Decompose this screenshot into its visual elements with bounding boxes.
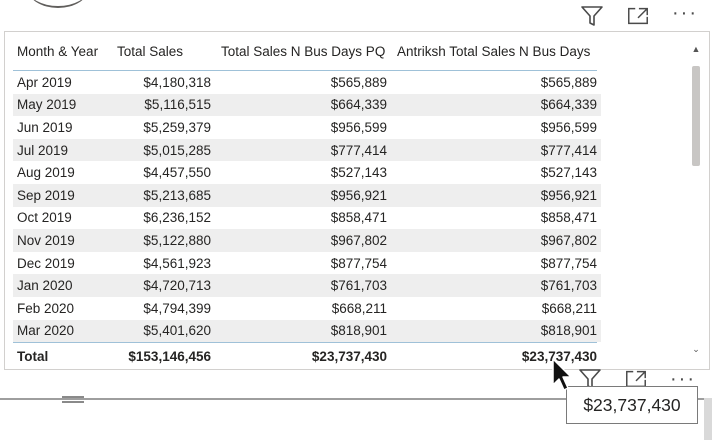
total-sales-cell: $4,457,550 <box>143 165 211 181</box>
table-row[interactable]: Jul 2019 $5,015,285 $777,414 $777,414 <box>13 138 601 162</box>
antriksh-total-sales-n-bus-days-cell: $664,339 <box>540 97 597 113</box>
total-sales-cell: $6,236,152 <box>143 210 211 226</box>
table-row[interactable]: Mar 2020 $5,401,620 $818,901 $818,901 <box>13 319 601 343</box>
column-header-total-sales[interactable]: Total Sales <box>117 43 184 59</box>
table-row[interactable]: Feb 2020 $4,794,399 $668,211 $668,211 <box>13 297 601 320</box>
total-sales-cell: $4,794,399 <box>143 300 211 316</box>
total-sales-n-bus-days-pq-cell: $818,901 <box>330 323 387 339</box>
canvas-edge <box>704 398 712 440</box>
table-row[interactable]: Aug 2019 $4,457,550 $527,143 $527,143 <box>13 161 601 184</box>
month-year-cell: Sep 2019 <box>17 187 75 203</box>
resize-handle-icon[interactable] <box>62 396 84 403</box>
antriksh-total-sales-n-bus-days-cell: $956,599 <box>540 119 597 135</box>
table-total-row: Total $153,146,456 $23,737,430 $23,737,4… <box>13 343 601 369</box>
table-header-row: Month & Year Total Sales Total Sales N B… <box>13 32 601 70</box>
month-year-cell: Mar 2020 <box>17 323 75 339</box>
more-options-icon[interactable]: ··· <box>670 368 696 390</box>
table-row[interactable]: Jun 2019 $5,259,379 $956,599 $956,599 <box>13 116 601 139</box>
antriksh-total-sales-n-bus-days-cell: $956,921 <box>540 187 597 203</box>
antriksh-total-sales-n-bus-days-cell: $777,414 <box>540 142 597 158</box>
table-row[interactable]: Nov 2019 $5,122,880 $967,802 $967,802 <box>13 229 601 252</box>
filter-icon[interactable] <box>580 5 604 27</box>
total-label: Total <box>17 348 49 364</box>
more-options-icon[interactable]: ··· <box>672 2 698 24</box>
data-table: Month & Year Total Sales Total Sales N B… <box>13 32 601 369</box>
month-year-cell: Jan 2020 <box>17 278 73 294</box>
month-year-cell: Jun 2019 <box>17 119 73 135</box>
total-sales-n-bus-days-pq-cell: $956,599 <box>330 119 387 135</box>
month-year-cell: May 2019 <box>17 97 77 113</box>
table-body: Apr 2019 $4,180,318 $565,889 $565,889 May 20… <box>13 71 601 343</box>
table-row[interactable]: May 2019 $5,116,515 $664,339 $664,339 <box>13 93 601 117</box>
antriksh-total-sales-n-bus-days-cell: $967,802 <box>540 232 597 248</box>
total-sales-n-bus-days-pq-cell: $858,471 <box>330 210 387 226</box>
total-sales-cell: $5,122,880 <box>143 232 211 248</box>
table-row[interactable]: Oct 2019 $6,236,152 $858,471 $858,471 <box>13 207 601 230</box>
total-sales-cell: $5,015,285 <box>143 142 211 158</box>
antriksh-total-sales-n-bus-days-cell: $858,471 <box>540 210 597 226</box>
total-sales-total: $153,146,456 <box>128 348 211 364</box>
total-sales-n-bus-days-pq-cell: $777,414 <box>330 142 387 158</box>
total-sales-cell: $5,116,515 <box>144 97 211 113</box>
total-sales-cell: $5,401,620 <box>143 323 211 339</box>
antriksh-total-sales-n-bus-days-total[interactable]: $23,737,430 <box>521 348 597 364</box>
value-tooltip: $23,737,430 <box>566 386 698 424</box>
total-divider <box>13 342 597 344</box>
antriksh-total-sales-n-bus-days-cell: $818,901 <box>540 323 597 339</box>
scroll-up-icon[interactable]: ▲ <box>691 44 701 54</box>
column-header-month-year[interactable]: Month & Year <box>17 43 99 59</box>
month-year-cell: Jul 2019 <box>17 142 69 158</box>
antriksh-total-sales-n-bus-days-cell: $668,211 <box>541 300 597 316</box>
table-row[interactable]: Jan 2020 $4,720,713 $761,703 $761,703 <box>13 274 601 297</box>
antriksh-total-sales-n-bus-days-cell: $877,754 <box>540 255 597 271</box>
month-year-cell: Aug 2019 <box>17 165 75 181</box>
month-year-cell: Feb 2020 <box>17 300 75 316</box>
total-sales-cell: $5,259,379 <box>143 119 211 135</box>
total-sales-cell: $4,180,318 <box>143 74 211 90</box>
column-header-total-sales-n-bus-days-pq[interactable]: Total Sales N Bus Days PQ <box>221 43 386 59</box>
vertical-scrollbar[interactable]: ▲ ⌄ <box>690 44 702 354</box>
total-sales-cell: $4,720,713 <box>143 278 211 294</box>
scrollbar-thumb[interactable] <box>692 66 700 166</box>
total-sales-n-bus-days-pq-total: $23,737,430 <box>311 348 387 364</box>
total-sales-n-bus-days-pq-cell: $956,921 <box>330 187 387 203</box>
total-sales-cell: $5,213,685 <box>143 187 211 203</box>
header-divider <box>13 70 597 71</box>
table-row[interactable]: Dec 2019 $4,561,923 $877,754 $877,754 <box>13 252 601 275</box>
total-sales-n-bus-days-pq-cell: $967,802 <box>330 232 387 248</box>
partial-visual-edge <box>28 0 88 8</box>
total-sales-n-bus-days-pq-cell: $761,703 <box>330 278 387 294</box>
month-year-cell: Dec 2019 <box>17 255 75 271</box>
table-row[interactable]: Apr 2019 $4,180,318 $565,889 $565,889 <box>13 71 601 94</box>
total-sales-n-bus-days-pq-cell: $877,754 <box>330 255 387 271</box>
visual-header-toolbar: ··· <box>580 2 698 27</box>
lower-visual-header-toolbar: ··· <box>578 368 696 390</box>
table-visual: Month & Year Total Sales Total Sales N B… <box>4 31 710 370</box>
focus-mode-icon[interactable] <box>626 5 650 27</box>
scroll-down-icon[interactable]: ⌄ <box>692 344 700 354</box>
mouse-pointer-icon <box>552 358 572 391</box>
antriksh-total-sales-n-bus-days-cell: $565,889 <box>540 74 597 90</box>
antriksh-total-sales-n-bus-days-cell: $527,143 <box>540 165 597 181</box>
total-sales-n-bus-days-pq-cell: $527,143 <box>330 165 387 181</box>
total-sales-cell: $4,561,923 <box>143 255 211 271</box>
table-row[interactable]: Sep 2019 $5,213,685 $956,921 $956,921 <box>13 183 601 207</box>
month-year-cell: Apr 2019 <box>17 74 72 90</box>
column-header-antriksh-total-sales-n-bus-days[interactable]: Antriksh Total Sales N Bus Days <box>397 43 591 59</box>
total-sales-n-bus-days-pq-cell: $664,339 <box>330 97 387 113</box>
total-sales-n-bus-days-pq-cell: $565,889 <box>330 74 387 90</box>
canvas-divider <box>0 398 712 400</box>
antriksh-total-sales-n-bus-days-cell: $761,703 <box>540 278 597 294</box>
total-sales-n-bus-days-pq-cell: $668,211 <box>331 300 387 316</box>
month-year-cell: Oct 2019 <box>17 210 72 226</box>
month-year-cell: Nov 2019 <box>17 232 75 248</box>
